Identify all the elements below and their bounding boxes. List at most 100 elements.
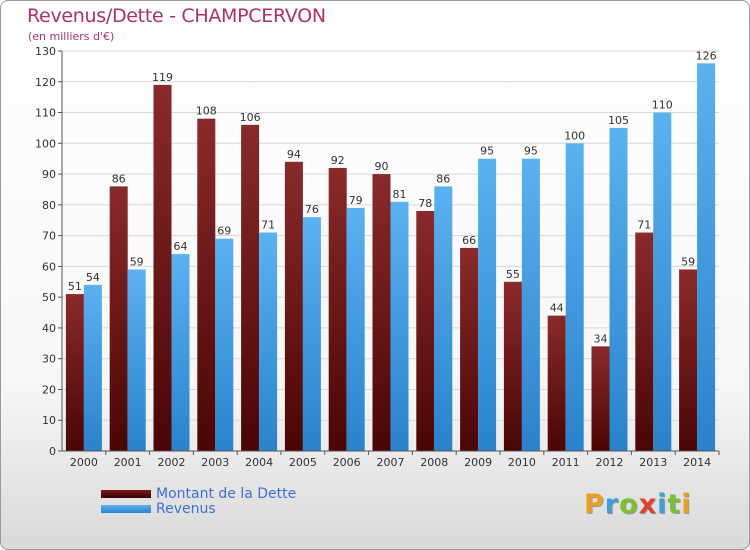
axes: 0 10 20 30 40 50 60 70 80 90 100 110 120 130 2000 2001 2… [35, 45, 720, 469]
y-tick-label: 50 [42, 291, 56, 304]
value-label: 55 [506, 268, 520, 281]
bar-debt [328, 167, 347, 451]
value-label: 44 [550, 302, 564, 315]
y-tick-label: 20 [42, 383, 56, 396]
bar-debt [153, 84, 172, 451]
value-label: 108 [196, 105, 217, 118]
x-tick-label: 2004 [245, 456, 273, 469]
x-tick-label: 2001 [114, 456, 142, 469]
bar-debt [109, 186, 128, 451]
value-label: 81 [393, 188, 407, 201]
proxiti-logo: Proxiti [584, 489, 692, 520]
bar-revenue [346, 207, 365, 451]
bar-revenue [653, 112, 672, 452]
x-tick-label: 2002 [158, 456, 186, 469]
y-tick-label: 60 [42, 260, 56, 273]
bar-debt [547, 315, 566, 451]
value-label: 100 [564, 129, 585, 142]
legend-swatch-revenue [101, 505, 151, 513]
legend-label-revenue: Revenus [156, 501, 216, 517]
value-label: 126 [696, 49, 717, 62]
y-tick-label: 70 [42, 230, 56, 243]
x-tick-label: 2008 [420, 456, 448, 469]
value-labels: 51 54 86 59 119 64 108 69 106 71 94 76 92 79 90 81 78 86 6… [68, 49, 717, 345]
bar-debt [416, 211, 435, 451]
bar-revenue [521, 158, 540, 451]
value-label: 71 [637, 219, 651, 232]
bar-debt [635, 232, 654, 451]
y-tick-label: 110 [35, 107, 56, 120]
logo-letter: i [657, 489, 668, 520]
value-label: 105 [608, 114, 629, 127]
y-tick-label: 10 [42, 414, 56, 427]
logo-letter: i [681, 489, 692, 520]
x-tick-label: 2012 [596, 456, 624, 469]
y-tick-label: 0 [49, 445, 56, 458]
value-label: 90 [375, 160, 389, 173]
x-tick-label: 2014 [683, 456, 711, 469]
x-tick-label: 2007 [377, 456, 405, 469]
x-tick-label: 2005 [289, 456, 317, 469]
x-tick-label: 2003 [201, 456, 229, 469]
bar-debt [503, 281, 522, 451]
value-label: 71 [261, 219, 275, 232]
chart-title: Revenus/Dette - CHAMPCERVON [27, 5, 326, 27]
value-label: 79 [349, 194, 363, 207]
logo-letter: o [619, 489, 639, 520]
y-tick-label: 90 [42, 168, 56, 181]
bar-debt [679, 269, 698, 451]
bar-revenue [259, 232, 278, 451]
bar-revenue [215, 238, 234, 451]
value-label: 59 [681, 255, 695, 268]
value-label: 34 [594, 332, 608, 345]
bar-revenue [302, 217, 321, 451]
y-tick-label: 100 [35, 137, 56, 150]
value-label: 76 [305, 203, 319, 216]
bar-debt [372, 174, 391, 452]
value-label: 66 [462, 234, 476, 247]
logo-letter: x [638, 489, 658, 520]
value-label: 95 [524, 145, 538, 158]
value-label: 86 [112, 172, 126, 185]
x-tick-label: 2010 [508, 456, 536, 469]
bar-revenue [434, 186, 453, 451]
logo-letter: t [667, 489, 682, 520]
x-tick-label: 2009 [464, 456, 492, 469]
legend-label-debt: Montant de la Dette [156, 486, 297, 502]
value-label: 110 [652, 99, 673, 112]
value-label: 92 [331, 154, 345, 167]
bar-revenue [478, 158, 497, 451]
logo-letter: r [604, 489, 620, 520]
bar-revenue [697, 63, 716, 452]
x-tick-label: 2006 [333, 456, 361, 469]
bar-debt [591, 346, 610, 451]
bar-debt [284, 161, 303, 451]
legend-swatch-debt [101, 490, 151, 498]
bar-debt [241, 124, 260, 451]
value-label: 64 [174, 240, 188, 253]
value-label: 59 [130, 255, 144, 268]
value-label: 86 [436, 172, 450, 185]
y-tick-label: 130 [35, 45, 56, 58]
x-tick-label: 2011 [552, 456, 580, 469]
x-tick-label: 2013 [639, 456, 667, 469]
chart-subtitle: (en milliers d'€) [28, 30, 115, 43]
bar-revenue [83, 284, 102, 451]
value-label: 106 [240, 111, 261, 124]
bars [65, 63, 716, 452]
y-tick-label: 30 [42, 353, 56, 366]
x-tick-label: 2000 [70, 456, 98, 469]
bar-revenue [390, 201, 409, 451]
bar-debt [65, 294, 84, 451]
bar-revenue [127, 269, 146, 451]
bar-debt [460, 247, 479, 451]
value-label: 119 [152, 71, 173, 84]
logo-letter: P [584, 489, 605, 520]
y-tick-label: 40 [42, 322, 56, 335]
value-label: 95 [480, 145, 494, 158]
bar-revenue [609, 127, 628, 451]
bar-debt [197, 118, 216, 451]
bar-revenue [171, 254, 190, 451]
value-label: 54 [86, 271, 100, 284]
